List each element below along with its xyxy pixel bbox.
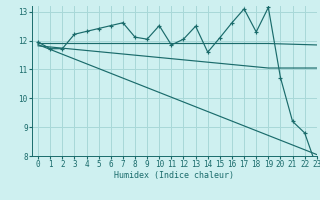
- X-axis label: Humidex (Indice chaleur): Humidex (Indice chaleur): [115, 171, 234, 180]
